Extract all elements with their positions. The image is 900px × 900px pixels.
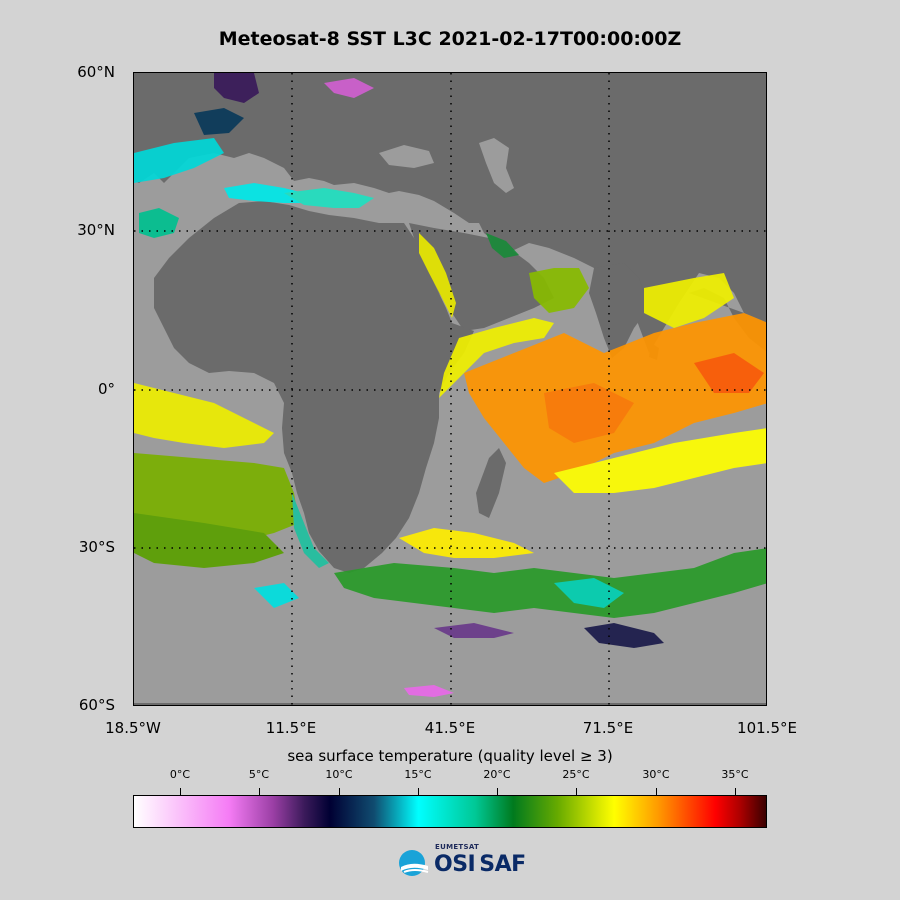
land-madagascar: [476, 448, 506, 518]
colorbar-tick: [656, 788, 657, 795]
lat-label: 30°S: [78, 538, 115, 556]
sst-colorbar: [133, 795, 767, 828]
logo-name-a: OSI: [434, 852, 476, 877]
colorbar-tick: [339, 788, 340, 795]
sst-data: [134, 73, 766, 697]
colorbar-tick-label: 25°C: [562, 768, 590, 781]
colorbar-tick: [418, 788, 419, 795]
lat-label: 60°S: [78, 696, 115, 714]
logo-name: OSI SAF: [434, 852, 526, 877]
colorbar-tick-label: 35°C: [721, 768, 749, 781]
colorbar-tick-label: 30°C: [642, 768, 670, 781]
land-arabia: [409, 223, 554, 331]
caspian-sea: [479, 138, 514, 193]
lat-label: 60°N: [77, 63, 115, 81]
logo-name-b: SAF: [479, 852, 526, 877]
lon-label: 11.5°E: [265, 719, 317, 737]
lon-label: 71.5°E: [582, 719, 634, 737]
colorbar-tick-label: 10°C: [325, 768, 353, 781]
osisaf-logo-icon: [399, 850, 429, 876]
colorbar-tick: [180, 788, 181, 795]
lon-label: 41.5°E: [424, 719, 476, 737]
map-title: Meteosat-8 SST L3C 2021-02-17T00:00:00Z: [218, 28, 682, 50]
map-gridlines: [134, 73, 766, 705]
sst-map-canvas: [134, 73, 766, 705]
osisaf-logo: EUMETSAT OSI SAF: [398, 843, 528, 883]
colorbar-tick-label: 15°C: [404, 768, 432, 781]
lat-label: 0°: [97, 380, 115, 398]
lon-label: 101.5°E: [737, 719, 797, 737]
land-eurasia: [134, 73, 766, 353]
colorbar-tick: [576, 788, 577, 795]
logo-org: EUMETSAT: [435, 843, 480, 851]
colorbar-tick: [497, 788, 498, 795]
colorbar-tick: [735, 788, 736, 795]
colorbar-tick-label: 5°C: [248, 768, 270, 781]
sst-map[interactable]: [133, 72, 767, 706]
black-sea: [379, 145, 434, 168]
colorbar-tick-label: 20°C: [483, 768, 511, 781]
colorbar-tick: [259, 788, 260, 795]
land-india: [589, 263, 649, 358]
colorbar-label: sea surface temperature (quality level ≥…: [287, 747, 613, 765]
colorbar-tick-label: 0°C: [169, 768, 191, 781]
lon-label: 18.5°W: [105, 719, 161, 737]
lat-label: 30°N: [77, 221, 115, 239]
land-africa: [154, 201, 474, 573]
